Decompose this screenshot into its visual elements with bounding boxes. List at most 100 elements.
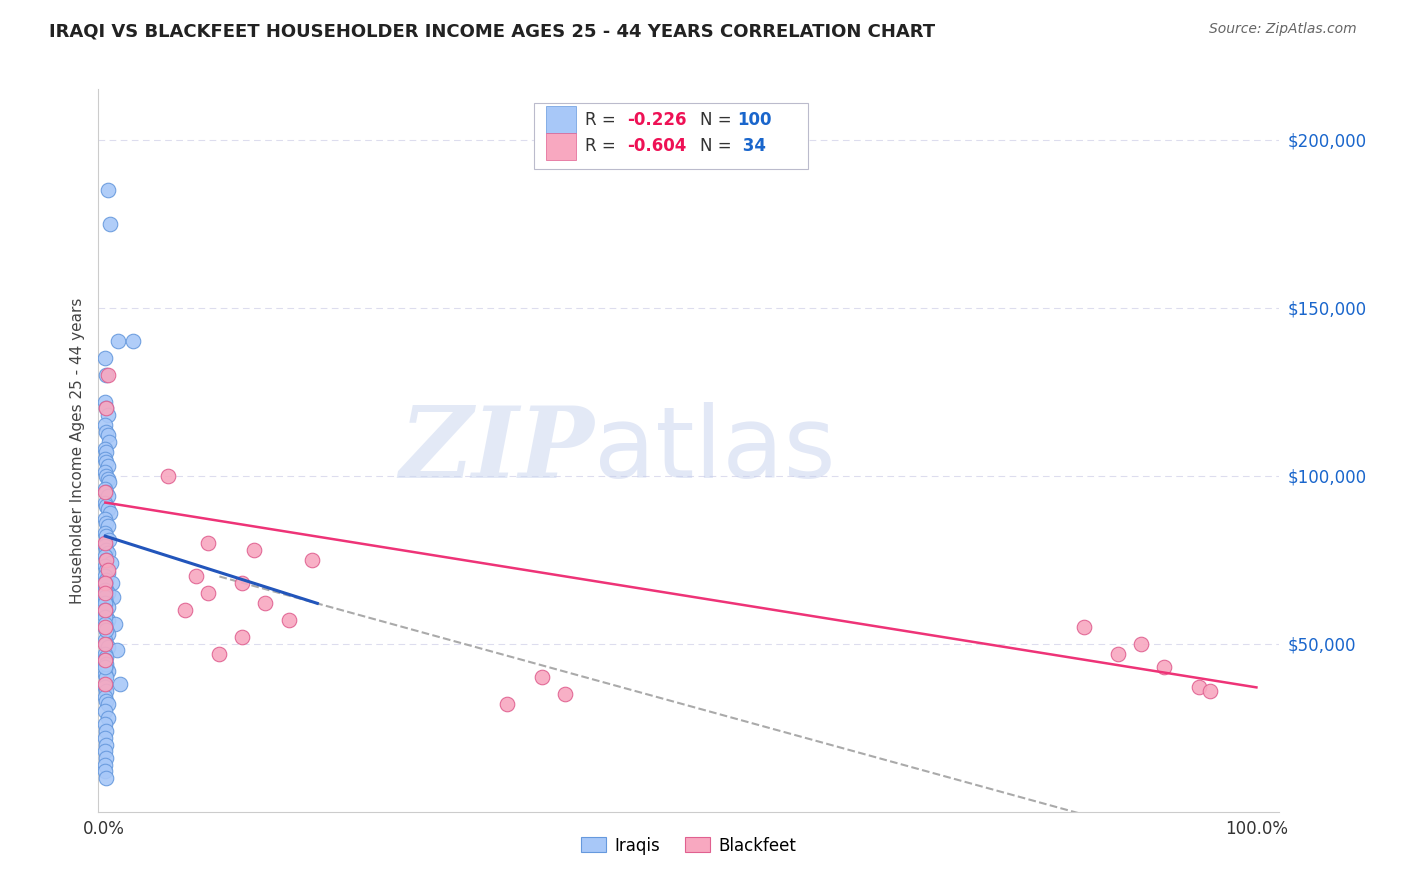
Point (94, 485, 117, 500)
Point (94, 536, 117, 550)
Point (531, 670, 554, 684)
Point (94, 633, 117, 648)
Point (96, 650, 118, 665)
Point (103, 590, 125, 604)
Point (231, 576, 253, 591)
Point (98, 217, 121, 231)
Point (94, 757, 117, 772)
Text: 34: 34 (737, 137, 766, 155)
Point (94, 653, 117, 667)
Point (208, 647, 231, 661)
Point (96, 552, 118, 566)
Point (96, 445, 118, 459)
Point (94, 647, 117, 661)
Point (96, 401, 118, 416)
Point (94, 637, 117, 651)
Point (97, 408, 120, 422)
Text: Source: ZipAtlas.com: Source: ZipAtlas.com (1209, 22, 1357, 37)
Point (94, 717, 117, 731)
Point (110, 677, 132, 691)
Point (94, 576, 117, 591)
Point (1153, 660, 1175, 674)
Text: IRAQI VS BLACKFEET HOUSEHOLDER INCOME AGES 25 - 44 YEARS CORRELATION CHART: IRAQI VS BLACKFEET HOUSEHOLDER INCOME AG… (49, 22, 935, 40)
Point (97, 472, 120, 486)
Point (97, 697, 120, 711)
Point (96, 542, 118, 557)
Point (94, 603, 117, 617)
Point (254, 596, 277, 610)
Point (197, 536, 219, 550)
Point (97, 533, 120, 547)
Point (94, 580, 117, 594)
Point (96, 738, 118, 752)
Point (1073, 620, 1095, 634)
Point (96, 724, 118, 739)
Point (96, 670, 118, 684)
Point (94, 660, 117, 674)
Point (94, 731, 117, 745)
Point (94, 582, 117, 597)
Point (97, 626, 120, 640)
Point (94, 394, 117, 409)
Point (97, 519, 120, 533)
Point (96, 468, 118, 483)
Point (94, 620, 117, 634)
Point (96, 368, 118, 382)
Point (94, 616, 117, 631)
Point (496, 697, 519, 711)
Point (94, 525, 117, 540)
Point (94, 559, 117, 574)
Point (94, 549, 117, 564)
Point (96, 582, 118, 597)
Point (94, 653, 117, 667)
Point (173, 603, 195, 617)
Point (94, 681, 117, 695)
Point (94, 609, 117, 624)
Point (97, 566, 120, 581)
Legend: Iraqis, Blackfeet: Iraqis, Blackfeet (575, 830, 803, 861)
Point (96, 637, 118, 651)
Point (94, 620, 117, 634)
Point (97, 563, 120, 577)
Y-axis label: Householder Income Ages 25 - 44 years: Householder Income Ages 25 - 44 years (70, 297, 86, 604)
Point (1199, 683, 1222, 698)
Point (97, 475, 120, 490)
Point (231, 630, 253, 644)
Point (554, 687, 576, 701)
Point (96, 529, 118, 543)
Point (97, 586, 120, 600)
Point (97, 428, 120, 442)
Point (94, 593, 117, 607)
Text: N =: N = (700, 111, 737, 128)
Point (96, 660, 118, 674)
Point (301, 552, 323, 566)
Point (105, 643, 128, 657)
Point (101, 576, 124, 591)
Point (96, 485, 118, 500)
Text: -0.226: -0.226 (627, 111, 686, 128)
Point (98, 506, 121, 520)
Point (94, 576, 117, 591)
Point (96, 694, 118, 708)
Point (97, 599, 120, 614)
Point (94, 539, 117, 553)
Point (97, 183, 120, 197)
Point (94, 667, 117, 681)
Point (94, 603, 117, 617)
Point (94, 586, 117, 600)
Point (100, 556, 122, 570)
Point (197, 586, 219, 600)
Text: 100: 100 (737, 111, 772, 128)
Point (96, 683, 118, 698)
Point (96, 401, 118, 416)
Point (94, 607, 117, 621)
Text: R =: R = (585, 111, 621, 128)
Point (94, 482, 117, 496)
Text: N =: N = (700, 137, 737, 155)
Point (243, 542, 266, 557)
Point (1130, 637, 1153, 651)
Text: ZIP: ZIP (399, 402, 595, 499)
Point (96, 771, 118, 785)
Point (107, 334, 129, 349)
Point (97, 664, 120, 678)
